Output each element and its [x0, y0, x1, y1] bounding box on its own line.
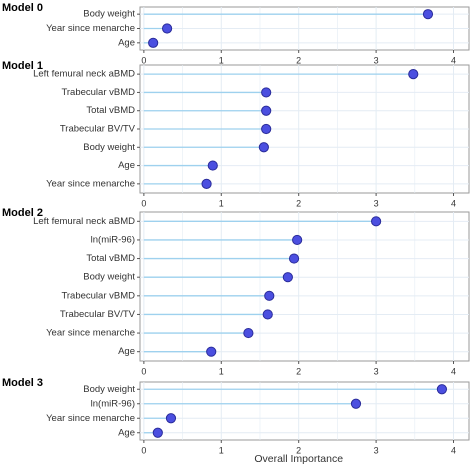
- lollipop-point: [201, 178, 212, 189]
- category-label: Body weight: [83, 142, 135, 153]
- x-tick-label: 1: [219, 198, 224, 208]
- category-label: Body weight: [83, 9, 135, 20]
- category-label: ln(miR-96): [91, 398, 135, 409]
- lollipop-point: [422, 9, 434, 20]
- category-label: Total vBMD: [86, 105, 135, 116]
- x-tick-label: 4: [451, 198, 456, 208]
- lollipop-point: [165, 413, 177, 424]
- panel-model-0: Model 0 Body weight Year since menarche Age…: [2, 2, 470, 65]
- category-label: Trabecular BV/TV: [60, 309, 136, 320]
- x-tick-label: 0: [141, 366, 146, 376]
- lollipop-point: [262, 309, 273, 320]
- x-tick-label: 2: [296, 198, 301, 208]
- x-tick-label: 4: [451, 55, 456, 65]
- lollipop-point: [207, 160, 218, 171]
- category-label: Body weight: [83, 272, 135, 283]
- category-label: Left femural neck aBMD: [33, 69, 135, 80]
- x-axis-title: Overall Importance: [254, 453, 343, 465]
- x-tick-label: 2: [296, 366, 301, 376]
- category-label: Age: [118, 160, 135, 171]
- lollipop-point: [243, 327, 254, 339]
- category-label: Trabecular BV/TV: [60, 124, 136, 135]
- lollipop-point: [206, 346, 217, 357]
- lollipop-point: [292, 234, 303, 246]
- lollipop-point: [371, 216, 382, 227]
- lollipop-point: [258, 142, 269, 153]
- category-label: Year since menarche: [46, 328, 135, 339]
- category-label: Total vBMD: [86, 253, 135, 264]
- x-tick-label: 1: [219, 366, 224, 376]
- x-tick-label: 0: [141, 55, 146, 65]
- lollipop-point: [288, 253, 300, 264]
- x-tick-label: 1: [219, 55, 224, 65]
- category-label: Year since menarche: [46, 413, 135, 424]
- category-label: Age: [118, 37, 135, 48]
- category-label: Body weight: [83, 384, 135, 395]
- lollipop-point: [350, 398, 362, 409]
- category-label: Age: [118, 427, 135, 438]
- lollipop-point: [161, 23, 173, 34]
- category-label: Trabecular vBMD: [61, 87, 135, 98]
- lollipop-point: [261, 123, 272, 135]
- x-tick-label: 3: [374, 55, 379, 65]
- category-label: Left femural neck aBMD: [33, 216, 135, 227]
- category-label: Trabecular vBMD: [61, 290, 135, 301]
- category-label: Year since menarche: [46, 178, 135, 189]
- x-tick-label: 4: [451, 366, 456, 376]
- lollipop-point: [261, 105, 272, 116]
- x-tick-label: 3: [374, 198, 379, 208]
- category-label: Age: [118, 346, 135, 357]
- panel-title: Model 2: [2, 207, 43, 219]
- lollipop-point: [152, 427, 163, 438]
- panel-frame: [139, 211, 470, 362]
- x-tick-label: 0: [141, 445, 146, 455]
- x-tick-label: 4: [451, 445, 456, 455]
- lollipop-point: [148, 37, 159, 48]
- lollipop-point: [436, 384, 448, 395]
- lollipop-point: [408, 69, 419, 80]
- lollipop-point: [282, 272, 293, 283]
- x-tick-label: 3: [374, 445, 379, 455]
- panel-title: Model 0: [2, 2, 43, 14]
- x-tick-label: 2: [296, 445, 301, 455]
- panel-title: Model 3: [2, 377, 43, 389]
- x-tick-label: 3: [374, 366, 379, 376]
- x-tick-label: 2: [296, 55, 301, 65]
- category-label: Year since menarche: [46, 23, 135, 34]
- x-tick-label: 0: [141, 198, 146, 208]
- lollipop-point: [261, 87, 272, 98]
- category-label: ln(miR-96): [91, 234, 135, 245]
- panel-model-3: Model 3 Body weight ln(miR-96) Year since m…: [2, 377, 470, 455]
- panel-frame: [139, 381, 470, 441]
- x-tick-label: 1: [219, 445, 224, 455]
- panel-title: Model 1: [2, 60, 43, 72]
- lollipop-point: [264, 290, 275, 301]
